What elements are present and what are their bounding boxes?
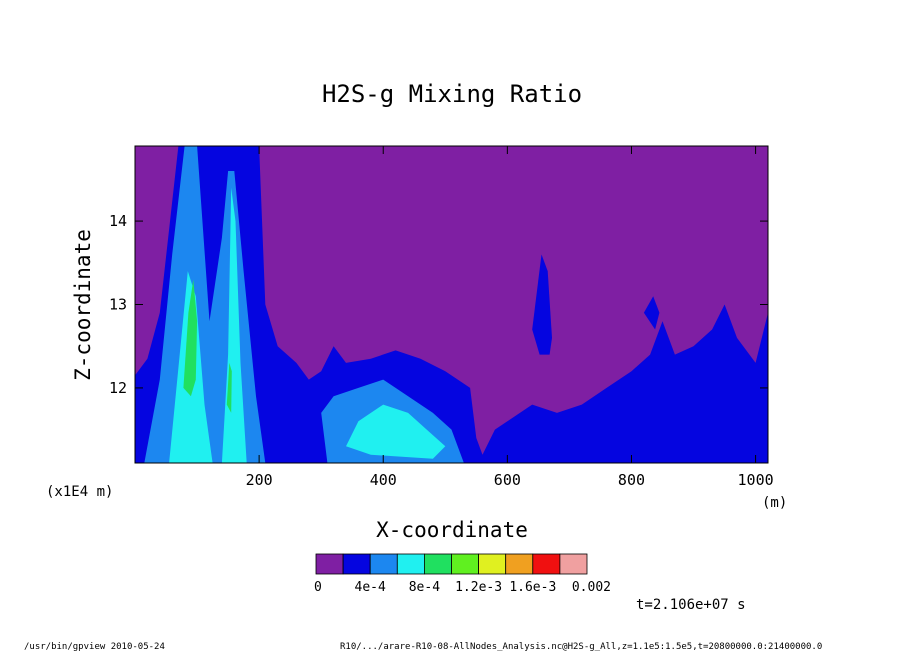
x-tick-label-3: 800 <box>618 471 645 489</box>
contour-region-6 <box>346 404 446 459</box>
upper-patch-0 <box>532 254 552 355</box>
y-tick-label-1: 13 <box>109 296 127 314</box>
y-tick-label-2: 14 <box>109 212 127 230</box>
x-axis: 200 400 600 800 1000 <box>246 146 774 489</box>
colorbar-label-4: 1.6e-3 <box>509 580 556 595</box>
footer-left: /usr/bin/gpview 2010-05-24 <box>24 642 165 652</box>
colorbar-swatch-7 <box>505 553 534 575</box>
time-label: t=2.106e+07 s <box>636 597 746 613</box>
contour-region-3 <box>183 279 198 397</box>
colorbar-swatch-6 <box>478 553 507 575</box>
x-tick-label-2: 600 <box>494 471 521 489</box>
upper-patch-1 <box>643 296 660 330</box>
colorbar-swatch-3 <box>396 553 425 575</box>
y-axis-title: Z-coordinate <box>71 229 95 381</box>
colorbar-swatch-8 <box>532 553 561 575</box>
colorbar <box>315 553 588 575</box>
colorbar-swatch-2 <box>369 553 398 575</box>
x-tick-label-4: 1000 <box>738 471 774 489</box>
contour-region-4 <box>226 362 232 413</box>
y-tick-label-0: 12 <box>109 379 127 397</box>
colorbar-label-1: 4e-4 <box>355 580 386 595</box>
contour-field <box>135 146 768 463</box>
colorbar-labels: 0 4e-4 8e-4 1.2e-3 1.6e-3 0.002 <box>314 580 611 595</box>
footer-right: R10/.../arare-R10-08-AllNodes_Analysis.n… <box>340 642 823 652</box>
colorbar-label-5: 0.002 <box>572 580 611 595</box>
x-tick-label-0: 200 <box>246 471 273 489</box>
colorbar-label-3: 1.2e-3 <box>455 580 502 595</box>
colorbar-swatch-4 <box>423 553 452 575</box>
field-lower-layer <box>135 146 768 463</box>
x-axis-title: X-coordinate <box>376 518 528 542</box>
colorbar-swatch-9 <box>559 553 588 575</box>
x-unit-label: (m) <box>762 495 787 511</box>
chart-title: H2S-g Mixing Ratio <box>322 80 582 108</box>
y-unit-label: (x1E4 m) <box>46 484 113 500</box>
colorbar-label-0: 0 <box>314 580 322 595</box>
colorbar-label-2: 8e-4 <box>409 580 440 595</box>
y-axis: 12 13 14 <box>109 212 768 397</box>
colorbar-swatch-1 <box>342 553 371 575</box>
colorbar-swatch-0 <box>315 553 344 575</box>
colorbar-swatch-5 <box>451 553 480 575</box>
x-tick-label-1: 400 <box>370 471 397 489</box>
